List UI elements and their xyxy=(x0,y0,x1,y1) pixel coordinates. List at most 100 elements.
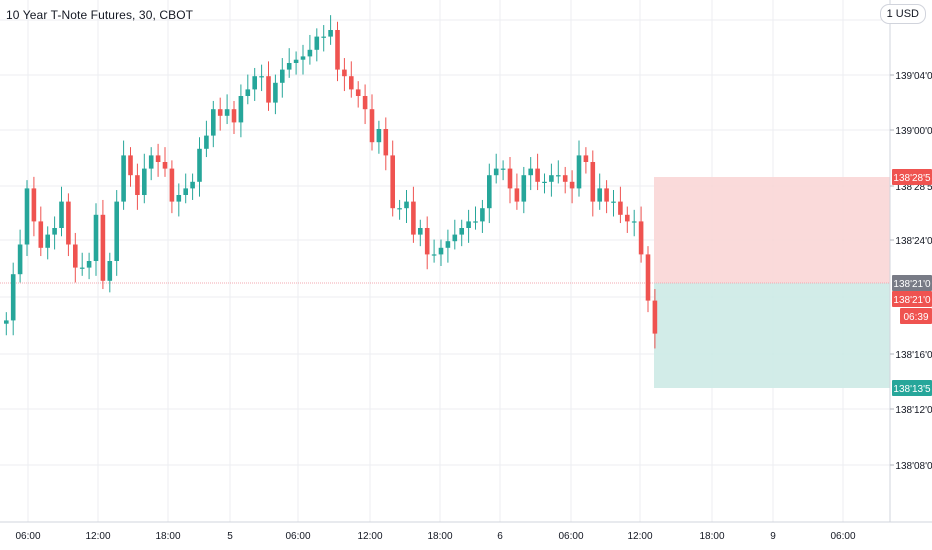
candle-body xyxy=(576,155,582,189)
candle-body xyxy=(79,267,85,269)
candle-body xyxy=(521,175,527,202)
candle-body xyxy=(176,195,182,202)
candle-body xyxy=(549,175,554,182)
entry-price-text: 138'21'0 xyxy=(893,279,931,290)
candle-body xyxy=(162,162,168,169)
candle-body xyxy=(625,214,630,222)
candle-body xyxy=(286,63,292,70)
time-tick-label: 9 xyxy=(770,531,776,542)
candle-body xyxy=(611,201,616,203)
price-tick-label: 139'04'0 xyxy=(895,71,932,82)
candle-body xyxy=(487,175,492,209)
candle-body xyxy=(45,234,50,248)
candle-body xyxy=(107,261,113,281)
candle-body xyxy=(562,175,568,182)
candle-body xyxy=(93,214,99,261)
time-tick-label: 06:00 xyxy=(285,531,310,542)
candle-body xyxy=(597,188,602,202)
time-tick-label: 12:00 xyxy=(357,531,382,542)
price-tick-label: 138'28'5 xyxy=(895,182,932,193)
candle-body xyxy=(321,36,326,38)
candle-body xyxy=(17,244,23,275)
candle-body xyxy=(266,76,271,103)
candle-body xyxy=(535,168,540,182)
time-tick-label: 06:00 xyxy=(558,531,583,542)
candle-body xyxy=(438,247,444,255)
candle-body xyxy=(142,168,147,195)
candle-body xyxy=(445,241,451,248)
reward-zone[interactable] xyxy=(654,283,890,388)
price-axis[interactable]: 139'04'0 139'00'0 138'28'5 138'24'0 138'16'0… xyxy=(890,71,932,472)
candle-body xyxy=(500,168,506,170)
bar-countdown-label: 06:39 xyxy=(900,308,932,324)
candle-body xyxy=(4,320,9,324)
candle-body xyxy=(252,76,257,90)
candle-body xyxy=(73,244,78,268)
candle-body xyxy=(362,96,368,110)
candle-body xyxy=(114,201,119,261)
time-tick-label: 12:00 xyxy=(627,531,652,542)
candle-body xyxy=(411,201,416,235)
candle-body xyxy=(66,201,71,245)
candle-body xyxy=(280,69,285,83)
candle-body xyxy=(273,82,278,103)
candle-body xyxy=(638,221,644,255)
candle-body xyxy=(452,234,458,242)
chart-title: 10 Year T-Note Futures, 30, CBOT xyxy=(6,8,194,22)
candle-body xyxy=(307,49,313,57)
candle-body xyxy=(300,56,306,60)
candle-body xyxy=(431,254,437,256)
candle-body xyxy=(135,175,140,195)
candle-body xyxy=(259,76,264,78)
candle-body xyxy=(514,188,520,202)
candle-body xyxy=(121,155,126,202)
candle-body xyxy=(631,221,637,223)
time-axis[interactable]: 06:00 12:00 18:00 5 06:00 12:00 18:00 6 06:00 12:… xyxy=(15,531,855,542)
candle-body xyxy=(583,155,589,162)
candle-body xyxy=(459,228,464,235)
risk-zone[interactable] xyxy=(654,177,890,283)
candle-body xyxy=(183,188,188,195)
candle-body xyxy=(590,162,596,202)
candle-body xyxy=(342,69,347,77)
candle-body xyxy=(231,109,237,123)
candle-body xyxy=(148,155,154,169)
candle-body xyxy=(645,254,651,301)
time-tick-label: 12:00 xyxy=(85,531,110,542)
candle-body xyxy=(238,96,244,123)
last-price-label: 138'21'0 xyxy=(892,291,932,307)
price-tick-label: 138'24'0 xyxy=(895,236,932,247)
candle-body xyxy=(328,30,333,37)
target-price-text: 138'28'5 xyxy=(893,173,931,184)
candle-body xyxy=(390,155,395,209)
candle-body xyxy=(155,155,161,162)
candle-body xyxy=(424,228,430,255)
price-tick-label: 138'16'0 xyxy=(895,350,932,361)
time-tick-label: 06:00 xyxy=(830,531,855,542)
stop-price-text: 138'13'5 xyxy=(893,384,931,395)
chart-grid xyxy=(0,0,890,522)
candle-body xyxy=(376,129,382,143)
stop-price-label: 138'13'5 xyxy=(892,380,932,396)
candle-body xyxy=(473,221,478,223)
candle-body xyxy=(52,228,57,235)
candle-body xyxy=(604,188,609,202)
candle-body xyxy=(190,181,195,189)
entry-price-label: 138'21'0 xyxy=(892,275,932,291)
candle-body xyxy=(466,221,471,228)
candlestick-series xyxy=(4,15,658,349)
currency-scale-button[interactable]: 1 USD xyxy=(879,4,926,24)
candle-body xyxy=(355,89,361,96)
candle-body xyxy=(204,135,209,149)
candle-body xyxy=(383,129,389,156)
candle-body xyxy=(528,168,533,176)
candle-body xyxy=(128,155,133,176)
candle-body xyxy=(569,181,575,189)
candle-body xyxy=(369,109,375,143)
candle-body xyxy=(293,59,299,63)
candle-body xyxy=(100,214,106,281)
candle-body xyxy=(38,221,44,248)
price-tick-label: 138'12'0 xyxy=(895,405,932,416)
candle-body xyxy=(556,175,561,177)
